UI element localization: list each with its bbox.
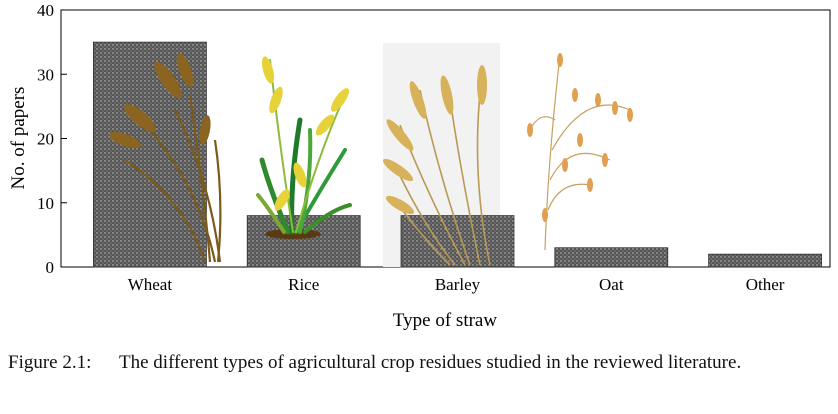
- bar-oat: [554, 247, 669, 268]
- bar-other: [708, 253, 822, 268]
- bar-chart: 0 10 20 30 40 Wheat Rice Barley Oat Other No. of…: [8, 1, 831, 331]
- bars: [93, 41, 822, 268]
- y-tick-label: 20: [37, 130, 54, 149]
- x-tick-label-wheat: Wheat: [128, 275, 173, 294]
- caption-label: Figure 2.1:: [8, 352, 92, 373]
- caption-text: The different types of agricultural crop…: [119, 352, 742, 373]
- barley-ears-illustration: [382, 65, 491, 266]
- y-tick-label: 10: [37, 194, 54, 213]
- x-axis-categories: Wheat Rice Barley Oat Other: [128, 275, 785, 294]
- x-tick-label-oat: Oat: [599, 275, 624, 294]
- x-tick-label-other: Other: [746, 275, 785, 294]
- y-tick-label: 40: [37, 1, 54, 20]
- bar-barley: [400, 215, 515, 268]
- y-axis-label: No. of papers: [8, 87, 29, 190]
- y-tick-label: 0: [46, 258, 55, 277]
- wheat-straw-illustration: [108, 52, 222, 263]
- x-tick-label-barley: Barley: [435, 275, 481, 294]
- oat-panicle-illustration: [527, 53, 633, 251]
- y-tick-label: 30: [37, 65, 54, 84]
- x-axis-label: Type of straw: [393, 310, 497, 331]
- y-axis-ticks: 0 10 20 30 40: [37, 1, 67, 277]
- x-tick-label-rice: Rice: [288, 275, 319, 294]
- rice-plant-illustration: [256, 56, 352, 239]
